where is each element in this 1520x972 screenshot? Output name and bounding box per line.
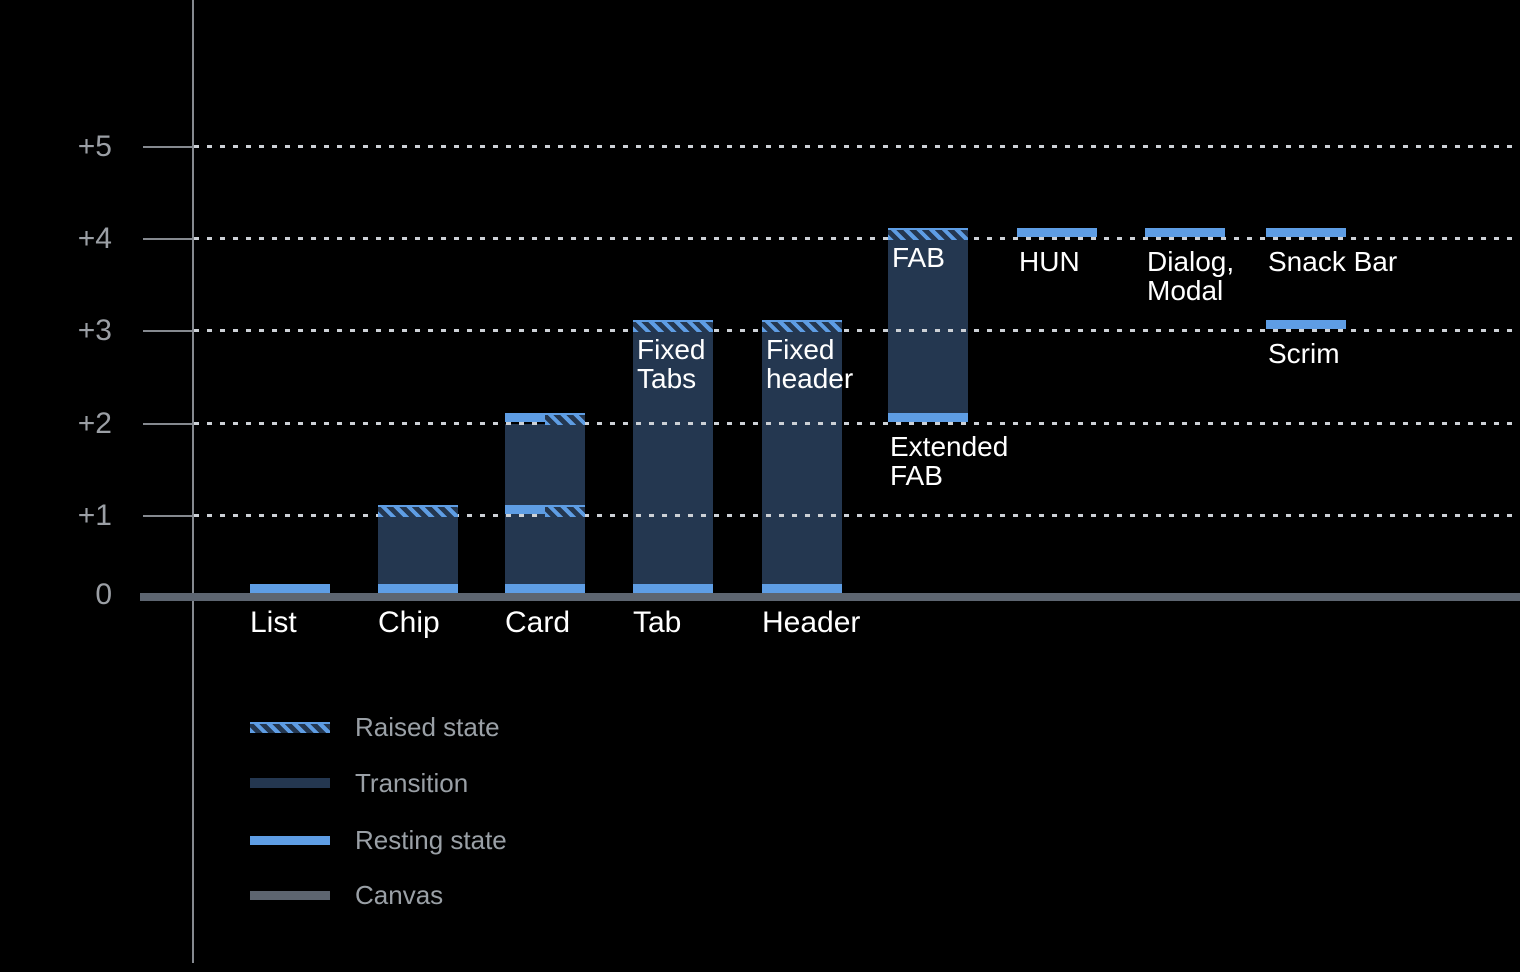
tick-3 (143, 330, 193, 332)
bar-header-resting-0 (762, 584, 842, 593)
bar-tab-raised-3 (633, 320, 713, 332)
legend-row-resting: Resting state (250, 826, 770, 854)
col-label-list: List (250, 606, 297, 639)
tick-5 (143, 146, 193, 148)
below-label-hun: HUN (1019, 246, 1080, 277)
col-label-header: Header (762, 606, 861, 639)
bar-card-transition (505, 423, 585, 584)
bar-extended-fab-raised-4 (888, 228, 968, 240)
below-label-scrim: Scrim (1268, 338, 1340, 369)
bar-tab-transition (633, 331, 713, 584)
y-axis-label-2: +2 (77, 406, 112, 440)
bar-card-resting-0 (505, 584, 585, 593)
bar-snack-bar-resting-4 (1266, 228, 1346, 237)
gridline-2 (194, 421, 1520, 425)
bar-hun-resting-4 (1017, 228, 1097, 237)
raised-state-swatch-icon (250, 721, 330, 733)
transition-swatch-icon (250, 778, 330, 788)
bar-card-raised-1 (545, 505, 585, 517)
tick-1 (143, 515, 193, 517)
bar-scrim-resting-3 (1266, 320, 1346, 329)
bar-extended-fab-transition (888, 239, 968, 413)
col-label-chip: Chip (378, 606, 440, 639)
col-label-tab: Tab (633, 606, 682, 639)
tick-4 (143, 238, 193, 240)
canvas-swatch-icon (250, 890, 330, 900)
legend-label-canvas: Canvas (355, 880, 444, 910)
bar-chip-transition (378, 516, 458, 584)
bar-list-resting-0 (250, 584, 330, 593)
below-label-extended-fab: Extended FAB (890, 430, 1009, 491)
below-label-dialog-modal: Dialog, Modal (1147, 246, 1235, 306)
tick-2 (143, 422, 193, 425)
legend-label-resting: Resting state (355, 825, 507, 855)
gridline-4 (194, 237, 1520, 240)
below-label-snack-bar: Snack Bar (1268, 246, 1398, 277)
y-axis-label-4: +4 (77, 222, 112, 255)
y-axis-label-0: 0 (95, 578, 112, 611)
bar-tab-resting-0 (633, 584, 713, 593)
y-axis-label-1: +1 (77, 499, 112, 532)
legend-label-transition: Transition (355, 768, 469, 798)
bar-card-raised-2 (545, 412, 585, 425)
bar-card-resting-2 (505, 412, 545, 422)
y-axis-label-5: +5 (77, 130, 112, 163)
col-label-card: Card (505, 606, 571, 639)
inside-label-extended-fab: FAB (892, 242, 945, 273)
gridline-5 (194, 145, 1520, 148)
bar-extended-fab-resting-2 (888, 412, 968, 422)
bar-dialog-modal-resting-4 (1145, 228, 1225, 237)
gridline-1 (194, 514, 1520, 517)
legend-row-canvas: Canvas (250, 881, 770, 909)
legend-row-raised: Raised state (250, 713, 770, 741)
bar-card-resting-1 (505, 505, 545, 514)
legend-label-raised: Raised state (355, 712, 500, 742)
inside-label-tab: Fixed Tabs (637, 334, 706, 394)
resting-state-swatch-icon (250, 835, 330, 845)
gridline-3 (194, 329, 1520, 332)
y-axis-label-3: +3 (77, 314, 112, 347)
y-axis-line (192, 0, 194, 963)
bar-header-transition (762, 331, 842, 584)
canvas-line (140, 593, 1520, 601)
inside-label-header: Fixed header (766, 334, 854, 394)
bar-chip-raised-1 (378, 505, 458, 517)
bar-chip-resting-0 (378, 584, 458, 593)
bar-header-raised-3 (762, 320, 842, 332)
legend-row-transition: Transition (250, 769, 770, 797)
